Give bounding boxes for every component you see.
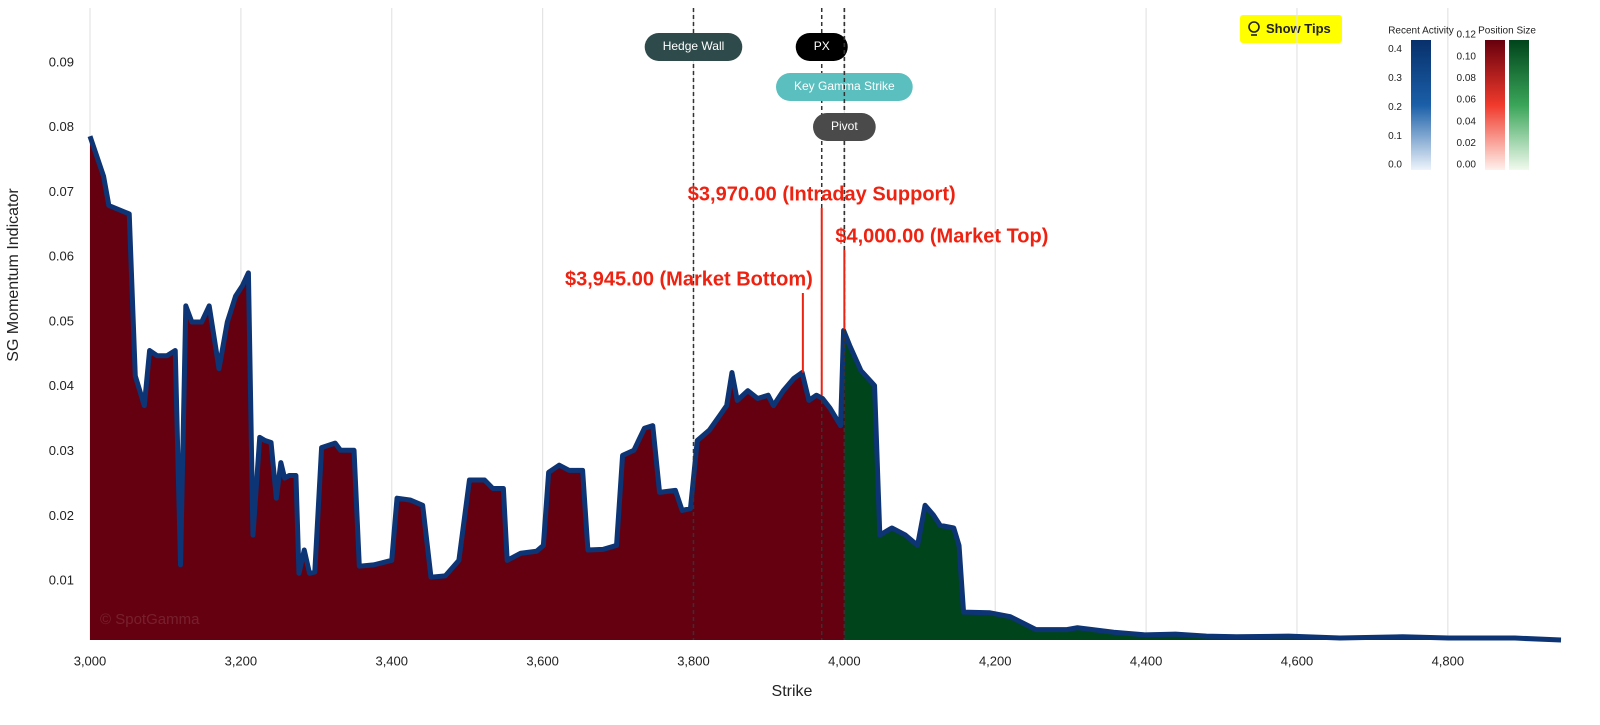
colorbar-title: Recent Activity [1388, 26, 1454, 37]
colorbar-tick-label: 0.04 [1457, 116, 1477, 127]
annotation-label: $3,970.00 (Intraday Support) [688, 183, 956, 205]
marker-label: PX [814, 39, 830, 53]
colorbar-tick-label: 0.2 [1388, 102, 1402, 113]
bulb-icon [1248, 21, 1260, 33]
area-fill [90, 136, 1561, 640]
y-tick-label: 0.05 [49, 313, 74, 328]
y-tick-label: 0.04 [49, 378, 74, 393]
x-tick-label: 4,400 [1130, 653, 1163, 668]
y-tick-label: 0.02 [49, 508, 74, 523]
colorbar-tick-label: 0.10 [1457, 51, 1477, 62]
colorbar-tick-label: 0.08 [1457, 73, 1477, 84]
button-label[interactable]: Show Tips [1266, 21, 1331, 36]
colorbar-tick-label: 0.12 [1457, 30, 1477, 41]
colorbar [1411, 40, 1431, 170]
x-tick-label: 4,000 [828, 653, 861, 668]
x-tick-label: 3,400 [375, 653, 408, 668]
colorbar-tick-label: 0.00 [1457, 160, 1477, 171]
y-tick-label: 0.06 [49, 249, 74, 264]
colorbar-tick-label: 0.3 [1388, 73, 1402, 84]
y-axis-label: SG Momentum Indicator [5, 188, 22, 362]
y-tick-label: 0.03 [49, 443, 74, 458]
colorbar-tick-label: 0.1 [1388, 131, 1402, 142]
y-tick-label: 0.01 [49, 573, 74, 588]
colorbar [1485, 40, 1505, 170]
x-tick-label: 4,800 [1432, 653, 1465, 668]
y-tick-label: 0.09 [49, 54, 74, 69]
x-axis-label: Strike [772, 683, 813, 700]
colorbar-title: Position Size [1478, 26, 1536, 37]
y-tick-label: 0.08 [49, 119, 74, 134]
y-tick-label: 0.07 [49, 184, 74, 199]
x-tick-label: 4,200 [979, 653, 1012, 668]
colorbar-tick-label: 0.4 [1388, 44, 1402, 55]
colorbar-tick-label: 0.02 [1457, 138, 1477, 149]
area-line [87, 135, 1562, 643]
x-tick-label: 3,800 [677, 653, 710, 668]
annotation-label: $3,945.00 (Market Bottom) [565, 268, 813, 290]
x-tick-label: 3,200 [225, 653, 258, 668]
watermark: © SpotGamma [100, 611, 200, 628]
marker-label: Hedge Wall [663, 39, 725, 53]
annotation-label: $4,000.00 (Market Top) [835, 225, 1048, 247]
button-bg[interactable] [1240, 15, 1342, 43]
x-tick-label: 3,000 [74, 653, 107, 668]
colorbar-tick-label: 0.0 [1388, 160, 1402, 171]
x-tick-label: 3,600 [526, 653, 559, 668]
x-tick-label: 4,600 [1281, 653, 1314, 668]
marker-pill [795, 33, 848, 61]
marker-pill [813, 113, 876, 141]
show-tips-button[interactable]: Show Tips [1240, 15, 1342, 43]
marker-label: Pivot [831, 119, 858, 133]
colorbar [1509, 40, 1529, 170]
colorbar-tick-label: 0.06 [1457, 95, 1477, 106]
marker-pill [644, 33, 743, 61]
